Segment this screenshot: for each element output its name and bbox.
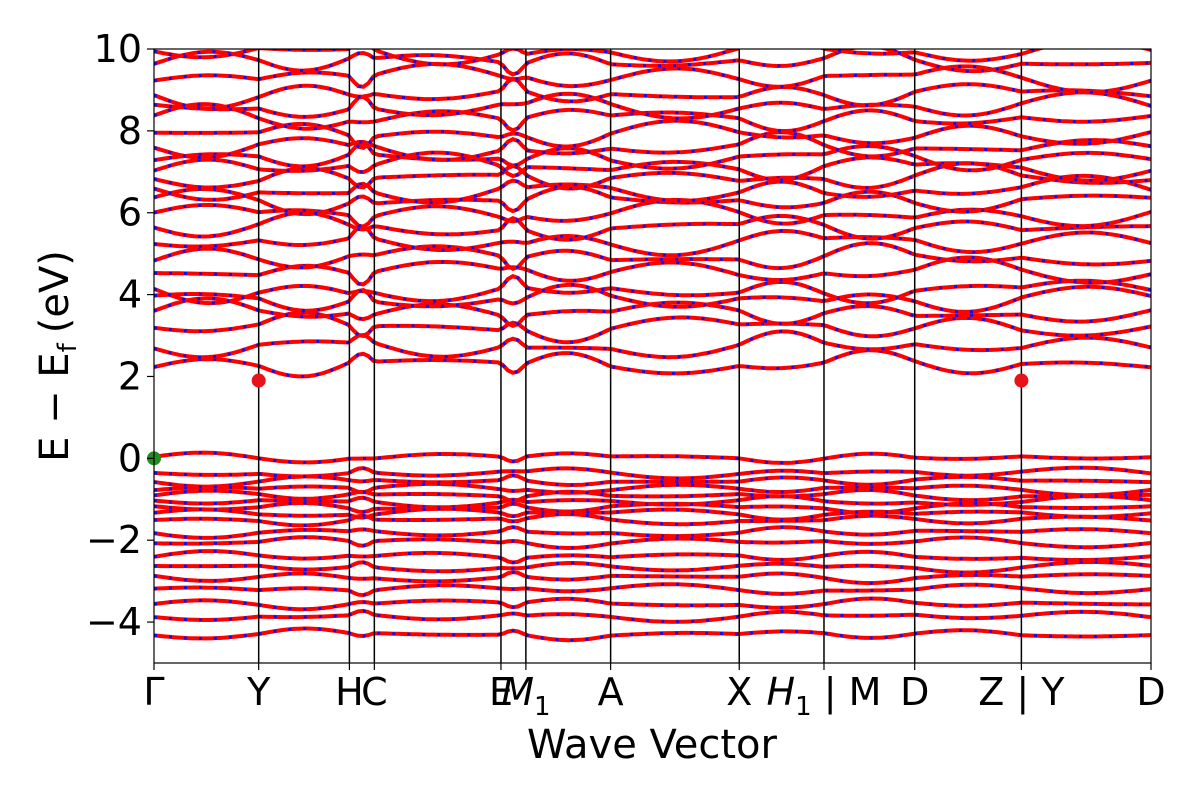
band-spin-up xyxy=(154,282,1151,314)
band-spin-down xyxy=(154,525,1151,540)
x-tick-label: M1 xyxy=(501,670,550,722)
band-spin-down xyxy=(154,283,1151,314)
x-tick-label: A xyxy=(598,670,624,714)
plot-frame xyxy=(153,48,1152,664)
band-spin-down xyxy=(154,582,1151,597)
band-spin-up xyxy=(154,560,1151,575)
band-spin-down xyxy=(154,329,1151,359)
x-tick-label: C xyxy=(361,670,388,714)
x-tick-label: D xyxy=(1136,670,1165,714)
x-axis-label: Wave Vector xyxy=(527,722,778,768)
y-tick-label: −4 xyxy=(86,600,142,644)
band-spin-down xyxy=(154,451,1151,465)
band-spin-down xyxy=(154,570,1151,585)
band-spin-down xyxy=(154,609,1151,624)
band-spin-up xyxy=(154,535,1151,551)
x-tick-label: H xyxy=(335,670,364,714)
y-axis-label: E − Ef(eV) xyxy=(32,250,83,462)
band-spin-down xyxy=(154,549,1151,565)
marker-cbm-2 xyxy=(1014,373,1029,388)
band-spin-down xyxy=(154,274,1151,305)
band-spin-up xyxy=(154,130,1151,162)
band-edge-markers xyxy=(147,373,1029,466)
band-spin-down xyxy=(154,311,1151,344)
band-spin-up xyxy=(154,549,1151,565)
marker-cbm-1 xyxy=(251,373,266,388)
y-tick-label: −2 xyxy=(86,518,142,562)
x-tick-label: X xyxy=(726,670,752,714)
y-tick-label: 0 xyxy=(118,436,142,480)
band-spin-down xyxy=(154,77,1151,110)
band-spin-up xyxy=(154,626,1151,643)
band-spin-down xyxy=(154,488,1151,503)
y-tick-label: 10 xyxy=(94,27,142,71)
y-tick-label: 4 xyxy=(118,273,142,317)
band-spin-down xyxy=(154,627,1151,642)
x-tick-label: E xyxy=(489,670,513,714)
y-tick-label: 2 xyxy=(118,354,142,398)
band-spin-down xyxy=(154,494,1151,509)
x-tick-label: Z | Y xyxy=(978,670,1065,715)
band-spin-up xyxy=(154,348,1151,379)
band-spin-up xyxy=(154,49,1151,77)
kpoint-separators xyxy=(257,49,1023,663)
band-spin-down xyxy=(154,62,1151,94)
band-lines xyxy=(154,49,1151,643)
band-spin-down xyxy=(154,241,1151,271)
band-spin-down xyxy=(154,130,1151,162)
y-tick-label: 8 xyxy=(118,109,142,153)
band-spin-up xyxy=(154,210,1151,242)
band-spin-down xyxy=(154,102,1151,133)
band-spin-down xyxy=(154,507,1151,522)
band-spin-up xyxy=(154,224,1151,258)
band-spin-up xyxy=(154,596,1151,612)
band-spin-down xyxy=(154,535,1151,550)
x-tick-label: H1 | M xyxy=(767,670,882,722)
band-spin-up xyxy=(154,76,1151,111)
y-axis-ticks: −4 −2 0 2 4 6 8 10 xyxy=(86,27,154,644)
band-spin-down xyxy=(154,482,1151,497)
band-spin-up xyxy=(154,481,1151,498)
band-spin-down xyxy=(154,142,1151,172)
band-spin-down xyxy=(154,560,1151,574)
y-tick-label: 6 xyxy=(118,191,142,235)
x-tick-label: D xyxy=(900,670,929,714)
x-tick-label: Γ xyxy=(143,670,164,714)
band-spin-down xyxy=(154,512,1151,527)
band-spin-up xyxy=(154,173,1151,205)
band-spin-up xyxy=(154,274,1151,306)
band-spin-down xyxy=(154,225,1151,257)
band-spin-up xyxy=(154,608,1151,624)
y-axis-label-sub: f xyxy=(53,342,83,352)
band-spin-down xyxy=(154,596,1151,611)
band-spin-down xyxy=(154,473,1151,489)
band-spin-down xyxy=(154,501,1151,515)
band-spin-down xyxy=(154,49,1151,66)
band-spin-up xyxy=(154,506,1151,522)
x-tick-label: Y xyxy=(246,670,271,714)
band-spin-up xyxy=(154,582,1151,598)
band-spin-down xyxy=(154,119,1151,150)
band-spin-up xyxy=(154,184,1151,217)
x-axis-ticks: Γ Y HC EM1 A X H1 | M D Z | Y D xyxy=(143,663,1166,722)
band-spin-up xyxy=(154,150,1151,183)
band-spin-up xyxy=(154,329,1151,360)
band-spin-down xyxy=(154,90,1151,120)
